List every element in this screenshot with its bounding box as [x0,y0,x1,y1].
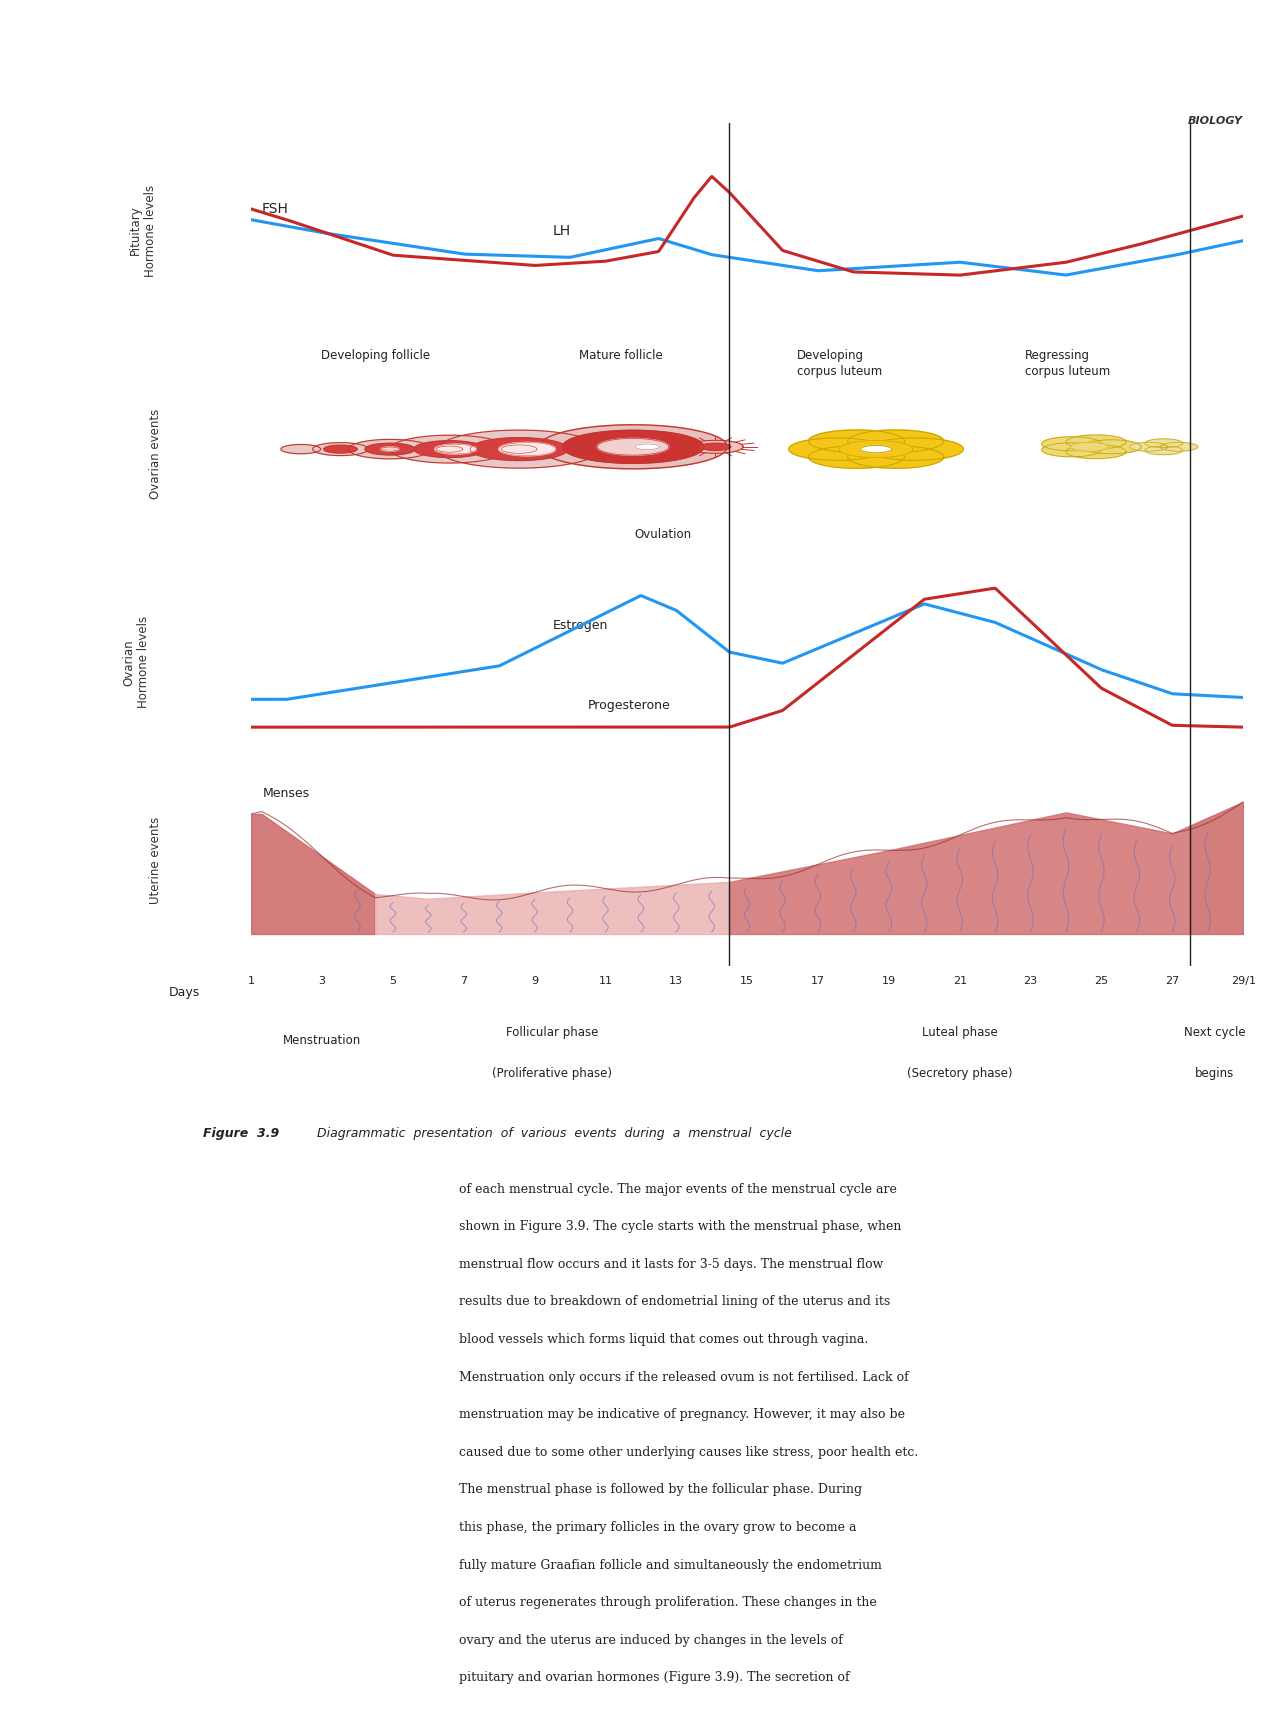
Text: shown in Figure 3.9. The cycle starts with the menstrual phase, when: shown in Figure 3.9. The cycle starts wi… [459,1220,901,1234]
Polygon shape [1066,444,1126,458]
Text: FSH: FSH [261,202,288,217]
Polygon shape [1042,438,1102,451]
Polygon shape [861,446,891,453]
Polygon shape [867,438,964,460]
Polygon shape [789,438,885,460]
Polygon shape [562,431,704,463]
Polygon shape [848,431,944,453]
Polygon shape [390,436,509,463]
Text: 19: 19 [882,976,896,986]
Text: 7: 7 [460,976,468,986]
Polygon shape [414,441,486,458]
Polygon shape [365,443,416,455]
Text: 5: 5 [389,976,397,986]
Text: Ovulation: Ovulation [634,528,691,540]
Text: Menstruation only occurs if the released ovum is not fertilised. Lack of: Menstruation only occurs if the released… [459,1371,909,1384]
Text: Pituitary
Hormone levels: Pituitary Hormone levels [129,185,157,277]
Text: fully mature Graafian follicle and simultaneously the endometrium: fully mature Graafian follicle and simul… [459,1559,882,1572]
Polygon shape [635,444,659,449]
Polygon shape [470,438,567,460]
Text: ovary and the uterus are induced by changes in the levels of: ovary and the uterus are induced by chan… [459,1634,843,1647]
Polygon shape [539,426,727,468]
Text: Uterine events: Uterine events [149,817,162,904]
Polygon shape [1145,439,1183,448]
Polygon shape [808,446,904,468]
Text: 29/1: 29/1 [1230,976,1256,986]
Polygon shape [1081,439,1141,455]
Polygon shape [1130,443,1168,451]
Polygon shape [839,441,913,458]
Polygon shape [597,439,669,455]
Text: Follicular phase: Follicular phase [506,1025,598,1039]
Text: 13: 13 [669,976,683,986]
Text: 50: 50 [60,1658,88,1678]
Text: 3: 3 [319,976,325,986]
Text: Developing follicle: Developing follicle [320,349,430,362]
Text: (Proliferative phase): (Proliferative phase) [492,1066,612,1080]
Polygon shape [1145,446,1183,455]
Text: 15: 15 [741,976,754,986]
Polygon shape [348,439,432,458]
Text: Ovarian
Hormone levels: Ovarian Hormone levels [122,617,150,708]
Text: Progesterone: Progesterone [588,699,671,711]
Text: Ovarian events: Ovarian events [149,408,162,499]
Polygon shape [437,431,601,468]
Text: Figure  3.9: Figure 3.9 [203,1128,279,1140]
Text: Diagrammatic  presentation  of  various  events  during  a  menstrual  cycle: Diagrammatic presentation of various eve… [317,1128,792,1140]
Polygon shape [1070,443,1108,451]
Polygon shape [848,446,944,468]
Text: pituitary and ovarian hormones (Figure 3.9). The secretion of: pituitary and ovarian hormones (Figure 3… [459,1671,849,1685]
Text: 21: 21 [952,976,966,986]
Text: 27: 27 [1165,976,1179,986]
Text: (Secretory phase): (Secretory phase) [907,1066,1012,1080]
Polygon shape [1042,443,1102,456]
Polygon shape [1066,434,1126,449]
Text: 1: 1 [247,976,255,986]
Text: Menstruation: Menstruation [283,1034,361,1048]
Polygon shape [324,446,357,453]
Text: Luteal phase: Luteal phase [922,1025,997,1039]
Text: Days: Days [168,986,200,1000]
Text: Next cycle: Next cycle [1184,1025,1246,1039]
Polygon shape [435,444,477,455]
Text: blood vessels which forms liquid that comes out through vagina.: blood vessels which forms liquid that co… [459,1333,868,1347]
Text: Mature follicle: Mature follicle [579,349,662,362]
Text: caused due to some other underlying causes like stress, poor health etc.: caused due to some other underlying caus… [459,1446,918,1459]
Polygon shape [501,444,537,453]
Polygon shape [700,443,731,451]
Text: 11: 11 [598,976,612,986]
Text: LH: LH [552,224,570,238]
Text: 9: 9 [530,976,538,986]
Polygon shape [436,446,463,453]
Polygon shape [312,443,368,456]
Polygon shape [1160,443,1197,451]
Polygon shape [280,444,320,455]
Text: menstruation may be indicative of pregnancy. However, it may also be: menstruation may be indicative of pregna… [459,1408,905,1422]
Text: this phase, the primary follicles in the ovary grow to become a: this phase, the primary follicles in the… [459,1521,857,1535]
Text: 17: 17 [811,976,825,986]
Text: begins: begins [1195,1066,1234,1080]
Text: The menstrual phase is followed by the follicular phase. During: The menstrual phase is followed by the f… [459,1483,862,1497]
Polygon shape [808,431,904,453]
Text: results due to breakdown of endometrial lining of the uterus and its: results due to breakdown of endometrial … [459,1295,890,1309]
Polygon shape [499,443,556,456]
Polygon shape [687,441,743,453]
Text: of each menstrual cycle. The major events of the menstrual cycle are: of each menstrual cycle. The major event… [459,1183,896,1196]
Polygon shape [381,448,399,451]
Text: BIOLOGY: BIOLOGY [1188,116,1243,126]
Text: Regressing
corpus luteum: Regressing corpus luteum [1025,349,1111,378]
Text: Estrogen: Estrogen [552,619,608,632]
Text: Menses: Menses [263,786,310,800]
Text: Developing
corpus luteum: Developing corpus luteum [797,349,882,378]
Text: 23: 23 [1024,976,1038,986]
Text: menstrual flow occurs and it lasts for 3-5 days. The menstrual flow: menstrual flow occurs and it lasts for 3… [459,1258,884,1271]
Text: of uterus regenerates through proliferation. These changes in the: of uterus regenerates through proliferat… [459,1596,877,1610]
Text: 25: 25 [1094,976,1108,986]
